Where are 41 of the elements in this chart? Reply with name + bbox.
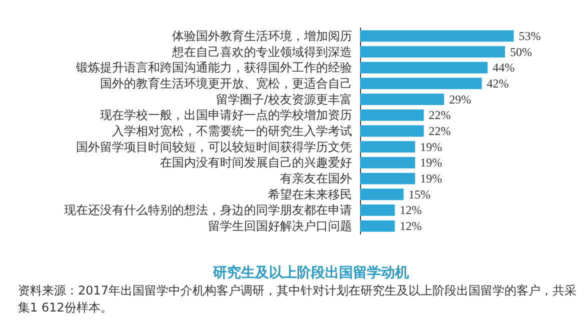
data-label: 19% <box>420 172 442 186</box>
data-label: 19% <box>420 156 442 170</box>
text: 资料来源：2017年出国留学中介机构客户调研，其中针对计划在研究生及以上阶段出国留学的客户，共采集1 612份样本。 <box>18 284 577 314</box>
bar <box>360 78 482 90</box>
data-label: 22% <box>428 124 451 138</box>
bar <box>360 125 424 137</box>
y-tick-label: 留学生回国好解决户口问题 <box>208 219 352 234</box>
text: 研究生及以上阶段出国留学动机 <box>212 264 409 281</box>
y-tick-label: 国外的教育生活环境更开放、宽松，更适合自己 <box>100 76 352 90</box>
y-tick-label: 锻炼提升语言和跨国沟通能力，获得国外工作的经验 <box>75 60 352 75</box>
bar <box>360 156 416 168</box>
bar <box>360 109 424 121</box>
data-label: 29% <box>449 92 472 106</box>
y-tick-label: 国外留学项目时间较短，可以较短时间获得学历文凭 <box>76 140 352 154</box>
bar <box>360 141 416 153</box>
data-label: 22% <box>428 108 451 122</box>
data-label: 19% <box>420 140 442 154</box>
bar <box>360 188 404 200</box>
bar <box>360 172 416 184</box>
data-label: 53% <box>518 28 541 43</box>
bar <box>360 30 514 42</box>
bar <box>360 62 488 74</box>
y-tick-label: 有亲友在国外 <box>280 172 352 186</box>
y-tick-label: 体验国外教育生活环境，增加阅历 <box>172 28 352 43</box>
bar <box>360 94 444 106</box>
bar <box>360 220 395 232</box>
bar <box>360 46 505 58</box>
y-tick-label: 留学圈子/校友资源更丰富 <box>216 92 352 106</box>
y-tick-label: 现在学校一般，出国申请好一点的学校增加资历 <box>100 108 352 122</box>
data-label: 44% <box>492 60 515 75</box>
data-label: 50% <box>510 44 532 59</box>
y-tick-label: 希望在未来移民 <box>268 187 352 202</box>
data-label: 42% <box>486 76 509 90</box>
y-tick-label: 想在自己喜欢的专业领域得到深造 <box>171 44 352 59</box>
data-label: 15% <box>408 187 430 202</box>
data-label: 12% <box>400 203 422 218</box>
y-tick-label: 在国内没有时间发展自己的兴趣爱好 <box>160 156 352 170</box>
y-tick-label: 入学相对宽松，不需要统一的研究生入学考试 <box>112 124 352 138</box>
data-label: 12% <box>400 219 422 234</box>
bar <box>360 204 395 216</box>
y-tick-label: 现在还没有什么特别的想法，身边的同学朋友都在申请 <box>64 203 352 218</box>
